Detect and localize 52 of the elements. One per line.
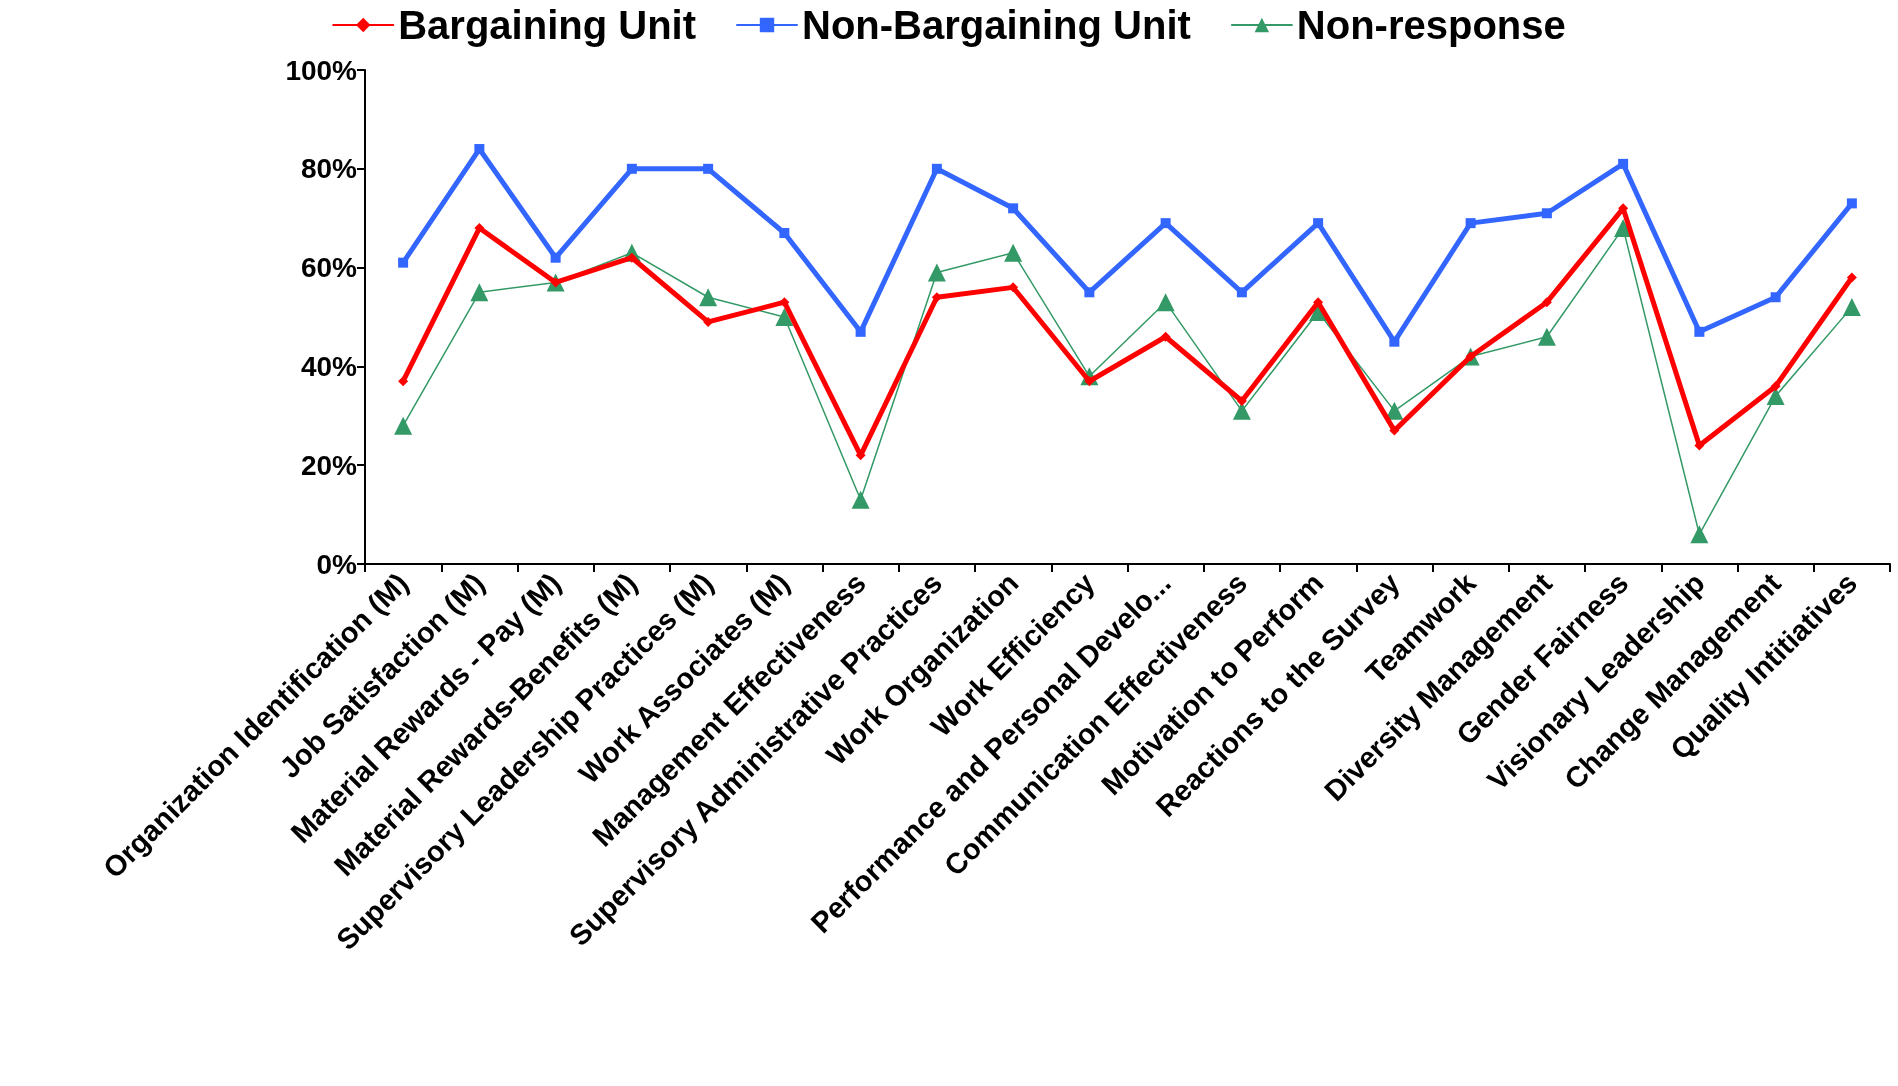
point (927, 263, 946, 282)
point (1160, 218, 1171, 229)
point (1160, 331, 1171, 342)
y-tick-label: 0% (316, 548, 358, 580)
y-tick-label: 100% (285, 54, 358, 86)
point (1236, 287, 1247, 298)
legend-label: Non-Bargaining Unit (802, 3, 1191, 47)
point (1842, 298, 1861, 317)
point (855, 326, 866, 337)
point (474, 144, 485, 155)
point (626, 163, 637, 174)
point (703, 163, 714, 174)
point (1618, 158, 1629, 169)
point (1846, 198, 1857, 209)
point (1236, 395, 1247, 406)
point (1389, 425, 1400, 436)
point (1465, 218, 1476, 229)
point (1008, 203, 1019, 214)
point (1770, 381, 1781, 392)
point (1313, 297, 1324, 308)
point (1770, 292, 1781, 303)
point (1690, 525, 1709, 544)
point (1084, 287, 1095, 298)
point (398, 376, 409, 387)
point (470, 283, 489, 302)
point (1008, 282, 1019, 293)
point (775, 308, 794, 326)
point (398, 257, 409, 268)
point (1694, 326, 1705, 337)
point (1541, 208, 1552, 219)
point (1004, 243, 1023, 262)
point (1541, 297, 1552, 308)
point (699, 288, 718, 307)
y-tick-label: 80% (300, 153, 358, 185)
point (1313, 218, 1324, 229)
y-tick-label: 20% (300, 449, 358, 481)
y-tick-label: 60% (300, 252, 358, 284)
point (1537, 327, 1556, 346)
point (779, 228, 790, 239)
point (931, 163, 942, 174)
point (394, 416, 413, 435)
point (1846, 272, 1857, 283)
point (1389, 336, 1400, 347)
legend-label: Non-response (1296, 3, 1566, 47)
legend-label: Bargaining Unit (398, 3, 697, 47)
y-tick-label: 40% (300, 350, 358, 382)
point (550, 252, 561, 263)
point (779, 297, 790, 308)
point (1694, 440, 1705, 451)
point (851, 490, 870, 509)
point (474, 223, 485, 234)
point (1156, 293, 1175, 312)
